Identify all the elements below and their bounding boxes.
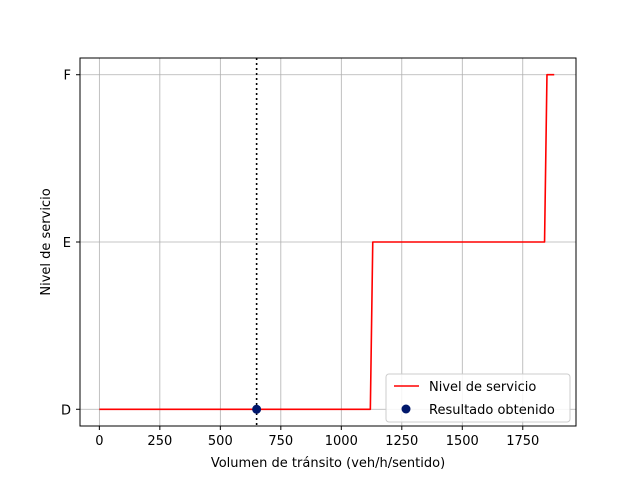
x-tick-label: 750 <box>268 434 293 449</box>
y-tick-label: E <box>63 236 71 251</box>
x-tick-label: 500 <box>208 434 233 449</box>
y-axis-label: Nivel de servicio <box>39 188 54 295</box>
x-tick-label: 1500 <box>446 434 479 449</box>
x-tick-label: 250 <box>147 434 172 449</box>
x-tick-label: 1750 <box>506 434 539 449</box>
x-tick-label: 1000 <box>325 434 358 449</box>
legend-box <box>385 373 571 423</box>
x-axis-label: Volumen de tránsito (veh/h/sentido) <box>211 456 445 471</box>
y-tick-label: D <box>61 403 71 418</box>
legend-label: Nivel de servicio <box>429 380 536 395</box>
y-tick-label: F <box>64 69 71 84</box>
legend: Nivel de servicio Resultado obtenido <box>385 373 571 423</box>
data-point <box>252 404 262 414</box>
series-line <box>99 73 555 411</box>
x-tick-label: 1250 <box>385 434 418 449</box>
legend-label: Resultado obtenido <box>429 403 555 418</box>
ticks: 0 250 500 750 1000 1250 1500 1750 D E F <box>61 69 539 449</box>
series-layer <box>99 73 555 414</box>
legend-point-marker <box>401 404 411 414</box>
x-tick-label: 0 <box>95 434 103 449</box>
